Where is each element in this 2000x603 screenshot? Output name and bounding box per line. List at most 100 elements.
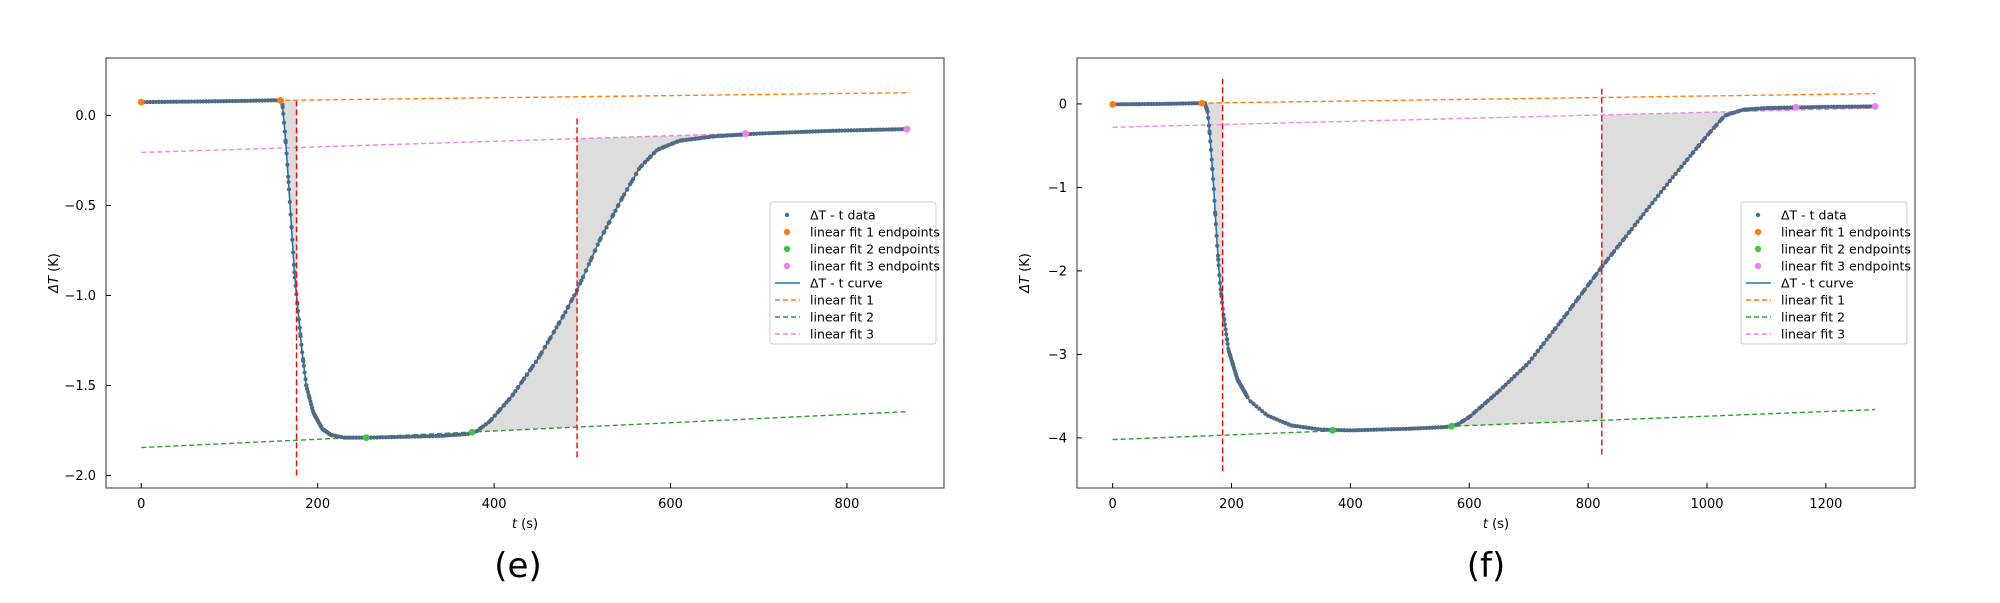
data-point xyxy=(1638,215,1644,220)
data-point xyxy=(1116,102,1121,107)
data-point xyxy=(215,99,220,104)
linear-fit-endpoint xyxy=(1329,426,1336,434)
data-point xyxy=(242,98,247,103)
data-point xyxy=(693,136,698,141)
data-point xyxy=(292,270,297,275)
data-point xyxy=(854,128,859,133)
data-point xyxy=(1799,105,1804,110)
data-point xyxy=(153,99,159,105)
data-point xyxy=(286,187,292,192)
data-point xyxy=(1852,104,1857,109)
legend-label: linear fit 1 endpoints xyxy=(1781,225,1911,240)
data-point xyxy=(1339,428,1344,433)
data-point xyxy=(729,133,734,138)
axes-frame xyxy=(1076,57,1916,489)
x-tick-label: 200 xyxy=(1219,497,1244,512)
data-point xyxy=(881,127,886,132)
data-point xyxy=(1615,244,1621,249)
data-point xyxy=(1213,222,1218,227)
data-point xyxy=(357,435,362,440)
data-point xyxy=(1172,101,1177,106)
data-point xyxy=(787,130,792,135)
data-point xyxy=(1664,182,1670,187)
data-point xyxy=(1208,147,1214,152)
data-point xyxy=(1139,101,1145,107)
data-point xyxy=(1217,272,1222,278)
y-tick-label: −1.5 xyxy=(64,379,96,394)
data-point xyxy=(265,98,271,103)
data-point xyxy=(1166,101,1171,106)
linear-fit-endpoint xyxy=(1871,103,1879,110)
panel-label: (e) xyxy=(494,546,541,586)
data-point xyxy=(1521,365,1526,371)
data-point xyxy=(843,128,848,133)
data-point xyxy=(1635,219,1640,224)
data-point xyxy=(239,98,244,103)
linear-fit-endpoint xyxy=(742,130,749,137)
data-point xyxy=(1215,243,1220,248)
data-point xyxy=(1214,233,1219,238)
data-point xyxy=(772,130,777,136)
data-point xyxy=(1213,210,1218,215)
data-point xyxy=(1843,104,1848,109)
data-point xyxy=(807,129,812,134)
data-point xyxy=(306,393,311,398)
x-tick-label: 600 xyxy=(658,497,683,512)
data-point xyxy=(1215,253,1221,258)
data-point xyxy=(1222,317,1227,322)
data-point xyxy=(1527,360,1532,365)
data-point xyxy=(1532,352,1538,357)
dt-t-data-points xyxy=(139,98,910,440)
data-point xyxy=(212,99,218,104)
data-point xyxy=(297,325,302,330)
data-point xyxy=(1855,104,1860,109)
data-point xyxy=(675,139,680,144)
data-point xyxy=(615,203,621,209)
data-point xyxy=(869,127,874,132)
data-point xyxy=(392,434,397,440)
data-point xyxy=(552,329,557,334)
data-point xyxy=(268,98,273,103)
data-point xyxy=(309,405,315,410)
linear-fit-endpoint xyxy=(1198,99,1206,107)
data-point xyxy=(1858,104,1863,109)
data-point xyxy=(148,99,153,105)
linear-fit-endpoint xyxy=(903,125,911,133)
legend-label: ΔT - t data xyxy=(810,208,876,223)
data-point xyxy=(1254,404,1259,409)
data-point xyxy=(1218,287,1223,292)
data-point xyxy=(1180,101,1186,106)
data-point xyxy=(145,99,150,105)
data-point xyxy=(1826,104,1831,109)
data-point xyxy=(474,429,479,434)
data-point xyxy=(1371,427,1376,432)
data-point xyxy=(1212,198,1217,203)
data-point xyxy=(1210,167,1215,172)
data-point xyxy=(1529,356,1534,361)
data-point xyxy=(896,127,901,132)
data-point xyxy=(286,179,291,185)
data-point xyxy=(329,433,334,438)
data-point xyxy=(510,392,516,397)
legend-label: linear fit 3 endpoints xyxy=(810,259,940,274)
shade-region-2b xyxy=(577,133,746,290)
data-point xyxy=(1495,390,1500,395)
shade-region-2a xyxy=(1451,266,1602,427)
data-point xyxy=(1205,109,1210,114)
shade-region-2b xyxy=(1601,107,1797,267)
data-point xyxy=(436,433,441,438)
data-point xyxy=(595,242,600,247)
legend: ΔT - t data linear fit 1 endpoints linear … xyxy=(1740,201,1911,345)
legend-label: ΔT - t data xyxy=(1781,208,1847,223)
data-point xyxy=(848,128,854,133)
data-point xyxy=(374,435,379,440)
data-point xyxy=(398,434,403,439)
data-point xyxy=(307,396,312,401)
data-point xyxy=(725,133,730,138)
legend-marker xyxy=(783,262,791,270)
data-point xyxy=(1782,105,1787,110)
data-point xyxy=(1455,422,1460,427)
data-point xyxy=(291,250,296,255)
legend-label: ΔT - t curve xyxy=(1781,276,1854,291)
data-point xyxy=(1840,104,1846,109)
